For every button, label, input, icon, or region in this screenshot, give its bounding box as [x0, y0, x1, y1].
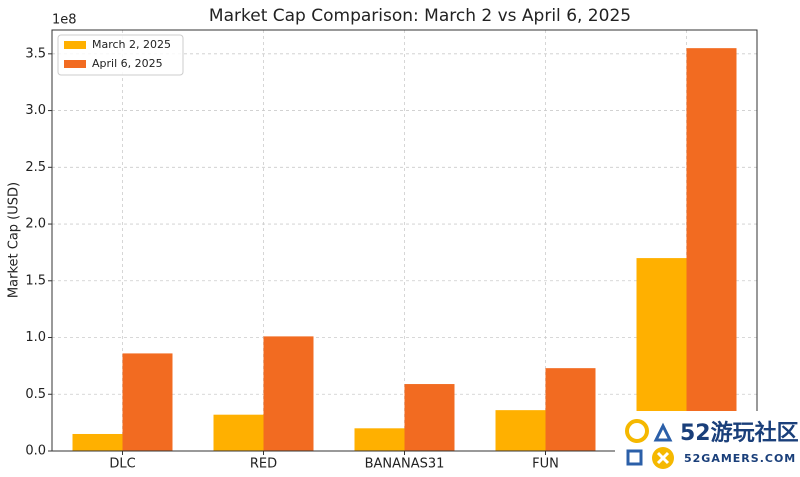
y-tick-label: 2.5 [25, 160, 46, 175]
y-tick-label: 0.0 [25, 444, 46, 459]
watermark-site: 52GAMERS.COM [684, 452, 796, 465]
bar [686, 48, 737, 451]
watermark: 52游玩社区 52GAMERS.COM [615, 411, 800, 477]
watermark-icon [656, 451, 670, 465]
x-tick-label: DLC [109, 457, 135, 472]
bar [404, 384, 455, 451]
bar [495, 410, 546, 451]
x-tick-label: RED [250, 457, 277, 472]
offset-label: 1e8 [52, 13, 77, 28]
bar [545, 368, 596, 451]
y-axis-label: Market Cap (USD) [7, 182, 22, 298]
y-tick-label: 1.5 [25, 273, 46, 288]
watermark-brand: 52游玩社区 [680, 420, 799, 446]
watermark-icon [626, 449, 643, 466]
y-tick-label: 3.0 [25, 103, 46, 118]
bar [263, 336, 314, 451]
legend-label: April 6, 2025 [92, 57, 163, 70]
y-tick-label: 0.5 [25, 387, 46, 402]
y-tick-label: 1.0 [25, 330, 46, 345]
bar [72, 433, 123, 451]
legend-label: March 2, 2025 [92, 38, 171, 51]
bar [213, 414, 264, 451]
legend-swatch [64, 41, 86, 49]
x-tick-label: BANANAS31 [365, 457, 445, 472]
chart-title: Market Cap Comparison: March 2 vs April … [209, 6, 631, 26]
y-tick-label: 3.5 [25, 46, 46, 61]
watermark-icon [625, 419, 649, 443]
watermark-bg [615, 411, 800, 477]
legend-box [57, 34, 184, 76]
watermark-icon [653, 422, 673, 442]
bar [122, 353, 173, 451]
legend-swatch [64, 60, 86, 68]
x-tick-label: FUN [532, 457, 559, 472]
y-tick-label: 2.0 [25, 217, 46, 232]
bar [354, 428, 405, 451]
plot-frame [51, 29, 758, 452]
